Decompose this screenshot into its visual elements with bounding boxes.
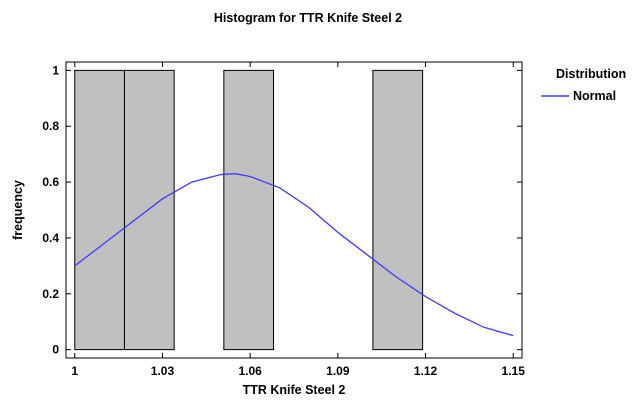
x-tick-label: 1.15 (502, 364, 526, 378)
normal-curve-group (74, 173, 514, 337)
x-axis-label: TTR Knife Steel 2 (243, 383, 346, 397)
y-axis-ticks: 0 0.2 0.4 0.6 0.8 1 (42, 63, 522, 357)
y-tick-label: 0 (52, 343, 59, 357)
plot-frame (65, 61, 523, 359)
y-tick-label: 0.6 (42, 175, 59, 189)
x-tick-label: 1 (71, 364, 78, 378)
legend: Distribution Normal (541, 67, 626, 103)
histogram-bar-4 (372, 69, 424, 351)
x-tick-label: 1.03 (151, 364, 175, 378)
chart-title: Histogram for TTR Knife Steel 2 (214, 11, 402, 25)
x-tick-label: 1.09 (326, 364, 350, 378)
y-tick-label: 1 (52, 63, 59, 77)
x-tick-label: 1.06 (238, 364, 262, 378)
x-tick-label: 1.12 (414, 364, 438, 378)
normal-curve-line (74, 173, 514, 337)
y-axis-label: frequency (11, 180, 25, 240)
histogram-bars (74, 69, 424, 351)
y-tick-label: 0.4 (42, 231, 59, 245)
histogram-bar-3 (223, 69, 275, 351)
y-tick-label: 0.8 (42, 119, 59, 133)
histogram-bar-1 (74, 69, 125, 351)
y-tick-label: 0.2 (42, 287, 59, 301)
x-axis-ticks: 1 1.03 1.06 1.09 1.12 1.15 (71, 62, 525, 378)
legend-title: Distribution (556, 67, 626, 81)
legend-normal-label: Normal (573, 89, 616, 103)
histogram-bar-2 (123, 69, 175, 351)
